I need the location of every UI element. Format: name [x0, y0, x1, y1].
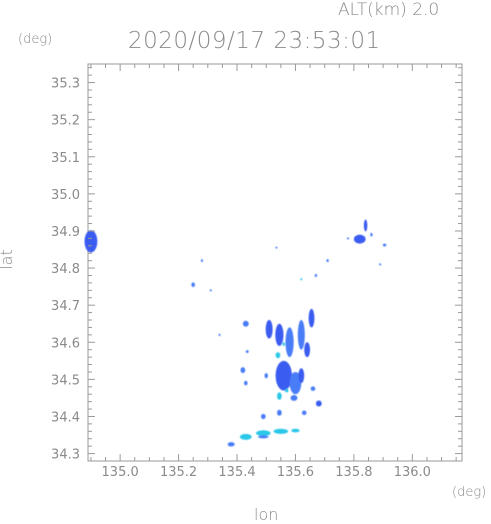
y-tick-label: 34.4 [51, 410, 80, 425]
y-tick-label: 35.3 [51, 77, 80, 92]
axis-ticks [88, 64, 462, 462]
echo-region [277, 409, 282, 416]
y-tick-label: 35.0 [51, 188, 80, 203]
echo-region [275, 246, 278, 249]
echo-region [370, 232, 373, 237]
echo-region [314, 274, 318, 277]
echo-region [308, 308, 315, 328]
echo-region [301, 410, 307, 415]
datetime-title: 2020/09/17 23:53:01 [128, 28, 381, 54]
y-tick-label: 34.7 [51, 299, 80, 314]
echo-region [382, 243, 387, 247]
x-tick-label: 135.8 [335, 465, 372, 480]
y-tick-label: 34.3 [51, 448, 80, 463]
echo-region [240, 367, 246, 374]
echo-region [191, 282, 195, 287]
echo-region [265, 320, 273, 339]
echo-region [297, 320, 305, 350]
y-tick-label: 35.1 [51, 151, 80, 166]
echo-region [200, 259, 203, 263]
x-tick-label: 136.0 [394, 465, 431, 480]
echo-region [326, 259, 329, 263]
echo-region [379, 263, 382, 266]
altitude-label: ALT(km) 2.0 [338, 0, 440, 20]
echo-region [363, 219, 368, 232]
echo-region [245, 350, 249, 354]
y-tick-labels: 34.3 34.4 34.5 34.6 34.7 34.8 34.9 35.0 35.1 35.2… [51, 77, 80, 463]
echo-region [290, 394, 298, 401]
echo-region [242, 320, 249, 327]
y-tick-label: 34.6 [51, 336, 80, 351]
echo-region [298, 368, 305, 384]
echo-region [239, 433, 252, 440]
echo-region [273, 428, 289, 434]
echo-region [256, 430, 271, 437]
echo-region [84, 230, 98, 253]
y-tick-label: 34.8 [51, 262, 80, 277]
x-axis-label: lon [254, 505, 279, 524]
echo-region [277, 392, 282, 400]
x-axis-unit: (deg) [452, 485, 487, 500]
echo-region [285, 327, 294, 358]
echo-region [289, 371, 302, 395]
y-tick-label: 34.5 [51, 373, 80, 388]
echo-region [227, 442, 235, 447]
y-tick-label: 35.2 [51, 114, 80, 129]
plot-frame [87, 63, 463, 462]
echo-region [275, 323, 284, 346]
y-tick-label: 34.9 [51, 225, 80, 240]
echo-region [209, 289, 212, 292]
echo-region [244, 380, 248, 386]
x-tick-label: 135.6 [277, 465, 314, 480]
echo-region [353, 234, 366, 244]
echo-region [218, 333, 221, 336]
x-tick-label: 135.2 [160, 465, 197, 480]
echo-region [275, 360, 292, 391]
echo-region [258, 435, 269, 439]
echo-region [310, 386, 316, 391]
echo-region [260, 413, 266, 420]
echo-region [284, 388, 289, 393]
echo-region [275, 352, 281, 359]
echo-region [264, 373, 268, 379]
echo-region [282, 342, 285, 346]
x-tick-label: 135.0 [102, 465, 139, 480]
echo-region [347, 237, 350, 240]
echo-layer [84, 219, 387, 447]
x-tick-labels: 135.0 135.2 135.4 135.6 135.8 136.0 [102, 465, 431, 480]
y-axis-unit: (deg) [18, 32, 53, 47]
echo-region [304, 342, 311, 358]
echo-region [300, 278, 303, 281]
x-tick-label: 135.4 [218, 465, 255, 480]
echo-region [315, 400, 322, 407]
echo-region [291, 428, 300, 433]
